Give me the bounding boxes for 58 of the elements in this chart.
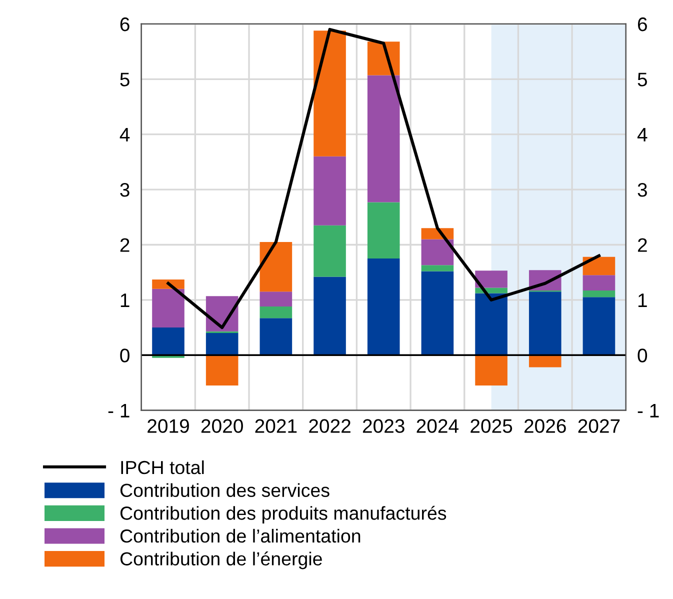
x-tick-label: 2021 [255, 419, 297, 433]
y-tick-label: 5 [120, 72, 130, 86]
bar [582, 275, 616, 291]
y2-tick-label: 0 [638, 348, 648, 362]
bar [475, 355, 508, 386]
y2-tick-label: 4 [637, 128, 648, 142]
y2-tick-label: 1 [638, 294, 647, 307]
legend-label: Contribution de l’énergie [120, 552, 322, 570]
legend-label: Contribution de l’alimentation [120, 528, 360, 543]
x-tick-label: 2024 [416, 419, 459, 433]
y-tick-label: 0 [120, 348, 130, 362]
legend-label: Contribution des services [120, 483, 330, 498]
bar [475, 293, 508, 356]
y-tick-label: 2 [120, 238, 130, 252]
y2-tick-label: 2 [638, 238, 647, 252]
bar [206, 333, 238, 356]
x-tick-label: 2026 [524, 419, 566, 433]
y-tick-label: 3 [120, 183, 130, 197]
y-tick-label: 6 [120, 17, 130, 32]
x-tick-label: 2023 [362, 419, 404, 433]
y-tick-label: 1 [120, 294, 130, 307]
bar [260, 292, 292, 307]
bar [582, 256, 616, 276]
bar [582, 297, 616, 356]
x-tick-label: 2019 [148, 419, 189, 433]
legend-label: Contribution des produits manufacturés [120, 506, 446, 524]
bar [314, 156, 346, 226]
bar [314, 276, 346, 356]
bar [152, 328, 184, 356]
x-tick-label: 2027 [578, 419, 620, 433]
bar [421, 271, 454, 356]
legend-label: IPCH total [121, 460, 204, 474]
bar [582, 290, 616, 298]
y-tick-label: 4 [120, 128, 130, 142]
x-tick-label: 2022 [309, 419, 350, 433]
bar [528, 292, 562, 356]
y2-tick-label: 5 [638, 72, 647, 86]
y2-tick-label: - 1 [638, 404, 659, 418]
bar [260, 242, 292, 292]
bar [421, 265, 454, 272]
x-tick-label: 2020 [201, 419, 243, 433]
x-tick-label: 2025 [470, 419, 512, 433]
bar [367, 75, 400, 202]
bar [314, 30, 346, 156]
y-tick-label: - 1 [108, 404, 130, 418]
y2-tick-label: 6 [638, 17, 647, 32]
bar [421, 239, 454, 266]
bar [528, 355, 562, 368]
bar [206, 355, 238, 386]
bar [260, 318, 292, 356]
bar [475, 270, 508, 288]
bar [367, 258, 400, 356]
bar [314, 225, 346, 277]
line-series [166, 28, 600, 330]
bar [367, 202, 400, 259]
bar [260, 306, 292, 318]
bar [152, 288, 184, 328]
y2-tick-label: 3 [638, 183, 647, 197]
